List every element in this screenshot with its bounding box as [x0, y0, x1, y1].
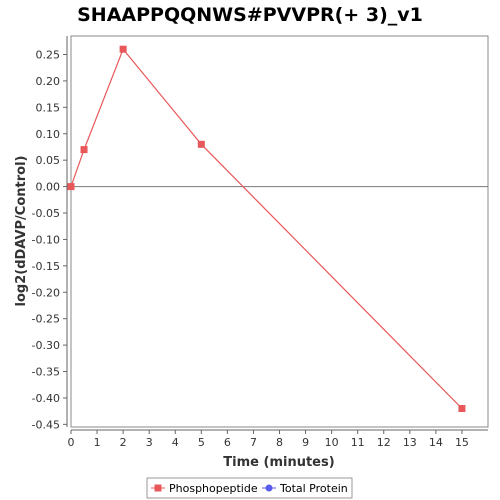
y-tick-label: 0.00: [36, 181, 61, 194]
x-tick-label: 7: [250, 436, 257, 449]
x-axis-label: Time (minutes): [223, 455, 334, 470]
legend-marker-square: [154, 484, 162, 492]
plot-area: [70, 35, 489, 428]
y-tick-label: -0.05: [32, 207, 60, 220]
data-point: [197, 140, 205, 148]
y-tick-label: -0.25: [32, 313, 60, 326]
y-tick-label: -0.35: [32, 366, 60, 379]
data-point: [119, 45, 127, 53]
legend-label: Total Protein: [279, 482, 348, 495]
data-point: [458, 405, 466, 413]
x-tick-label: 13: [403, 436, 417, 449]
y-tick-label: 0.10: [36, 128, 61, 141]
legend: Phosphopeptide Total Protein: [146, 477, 353, 499]
x-tick-label: 10: [325, 436, 339, 449]
x-tick-label: 0: [68, 436, 75, 449]
x-ticks: 0 1 2 3 4 5 6 7 8 9 10 11 12 13 14 15: [68, 430, 469, 449]
x-tick-label: 3: [146, 436, 153, 449]
y-tick-label: -0.20: [32, 286, 60, 299]
x-tick-label: 6: [224, 436, 231, 449]
x-tick-label: 15: [455, 436, 469, 449]
y-axis-label: log2(dDAVP/Control): [14, 156, 29, 307]
y-tick-label: -0.45: [32, 418, 60, 431]
x-tick-label: 11: [351, 436, 365, 449]
y-tick-label: -0.40: [32, 392, 60, 405]
legend-label: Phosphopeptide: [169, 482, 258, 495]
x-tick-label: 5: [198, 436, 205, 449]
y-tick-label: -0.15: [32, 260, 60, 273]
x-tick-label: 2: [120, 436, 127, 449]
y-ticks: 0.25 0.20 0.15 0.10 0.05 0.00 -0.05 -0.10 -0.15 -…: [32, 48, 67, 431]
x-tick-label: 1: [94, 436, 101, 449]
data-point: [67, 183, 75, 191]
y-tick-label: 0.05: [36, 154, 61, 167]
x-tick-label: 8: [276, 436, 283, 449]
x-tick-label: 4: [172, 436, 179, 449]
data-point: [80, 146, 88, 154]
legend-box: [146, 477, 353, 499]
y-tick-label: -0.30: [32, 339, 60, 352]
series-group: [67, 45, 466, 413]
y-tick-label: 0.20: [36, 75, 61, 88]
y-tick-label: -0.10: [32, 233, 60, 246]
x-tick-label: 12: [377, 436, 391, 449]
y-tick-label: 0.15: [36, 101, 61, 114]
x-tick-label: 14: [429, 436, 443, 449]
x-tick-label: 9: [302, 436, 309, 449]
chart-title: SHAAPPQQNWS#PVVPR(+ 3)_v1: [77, 4, 423, 26]
y-tick-label: 0.25: [36, 48, 61, 61]
legend-marker-circle: [265, 484, 273, 492]
legend-items: Phosphopeptide Total Protein: [151, 482, 348, 495]
